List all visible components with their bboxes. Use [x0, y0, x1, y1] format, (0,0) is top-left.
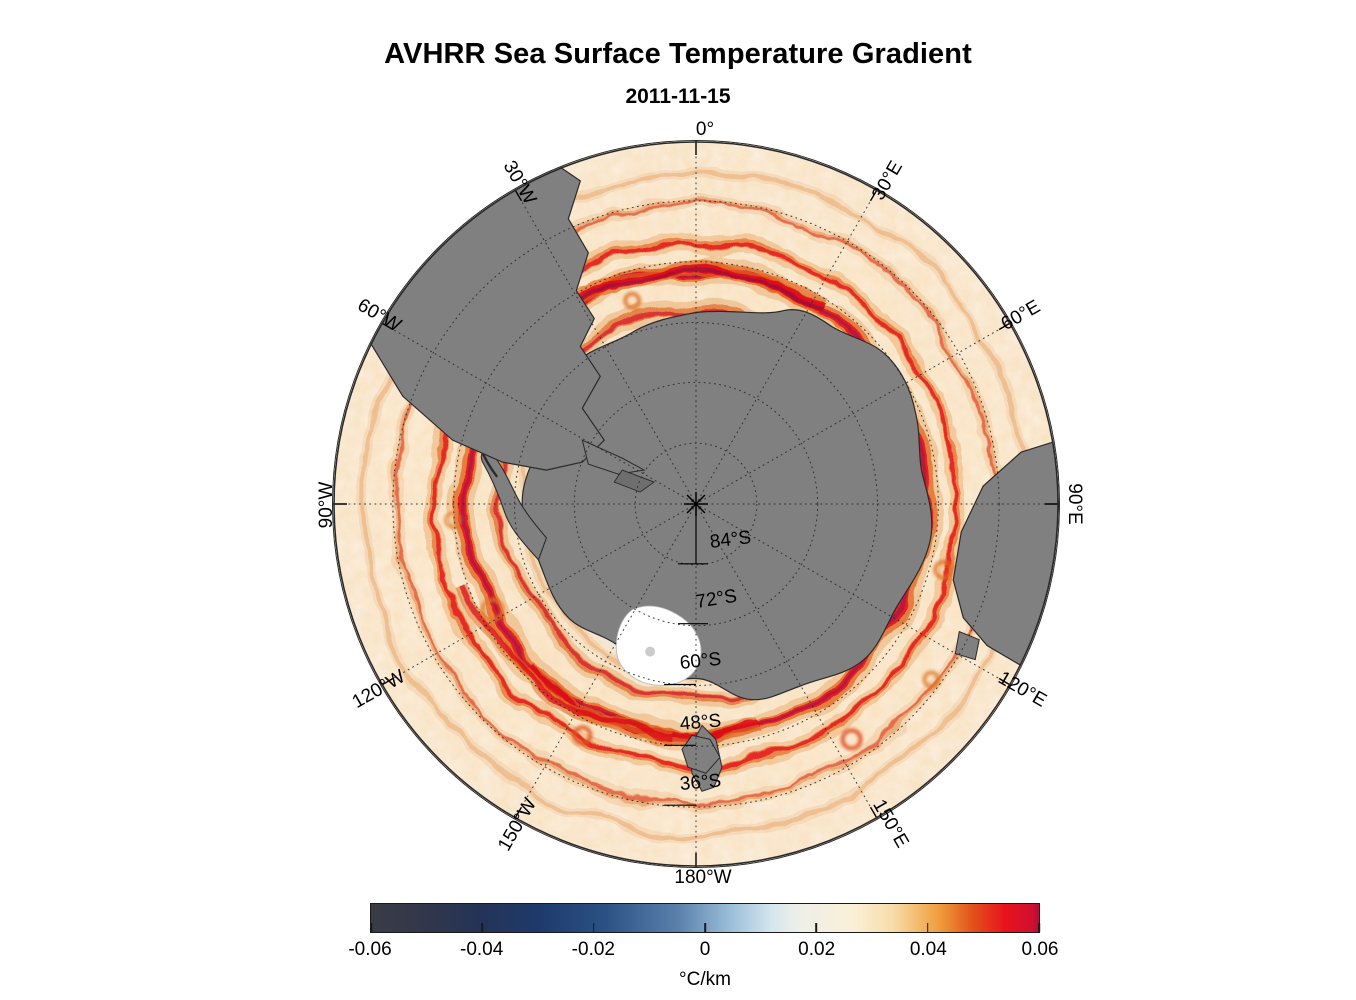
page-subtitle: 2011-11-15 [625, 85, 731, 108]
lon-label-90W: 90°W [316, 481, 337, 529]
colorbar-tick [1038, 923, 1040, 932]
colorbar-tick [704, 923, 706, 932]
lat-label-48S: 48°S [679, 710, 723, 735]
colorbar-tick-label: 0.06 [1021, 939, 1059, 960]
lon-label-180W: 180°W [674, 867, 732, 888]
colorbar-tick [815, 923, 818, 932]
colorbar-unit-label: °C/km [679, 969, 731, 990]
land-patch [990, 734, 1059, 800]
colorbar-tick-label: 0 [699, 939, 711, 960]
colorbar-tick-label: -0.04 [460, 939, 504, 960]
lon-label-90E: 90°E [1064, 483, 1085, 525]
colorbar-tick-label: 0.04 [909, 939, 947, 960]
colorbar-tick [592, 923, 595, 932]
lat-label-36S: 36°S [679, 770, 723, 795]
colorbar-tick-label: -0.02 [571, 939, 615, 960]
colorbar-tick-label: -0.06 [348, 939, 392, 960]
page-title: AVHRR Sea Surface Temperature Gradient [384, 38, 972, 70]
colorbar-tick [481, 923, 484, 932]
lat-tick-marks [664, 504, 708, 806]
lon-label-0: 0° [695, 119, 715, 140]
lat-label-60S: 60°S [678, 648, 723, 674]
colorbar-gradient [370, 903, 1040, 933]
ross-ice-shelf [615, 605, 702, 686]
map-canvas [333, 141, 1059, 867]
colorbar: -0.06 -0.04 -0.02 0 0.02 0.04 0.06 °C/km [348, 903, 1058, 990]
colorbar-tick [926, 923, 929, 932]
africa-tip [890, 141, 972, 188]
map-disc [332, 140, 1060, 868]
tasmania [954, 630, 980, 661]
colorbar-tick [370, 923, 372, 932]
colorbar-tick-label: 0.02 [798, 939, 836, 960]
polar-map: 84°S 72°S 60°S 48°S 36°S [332, 140, 1060, 868]
